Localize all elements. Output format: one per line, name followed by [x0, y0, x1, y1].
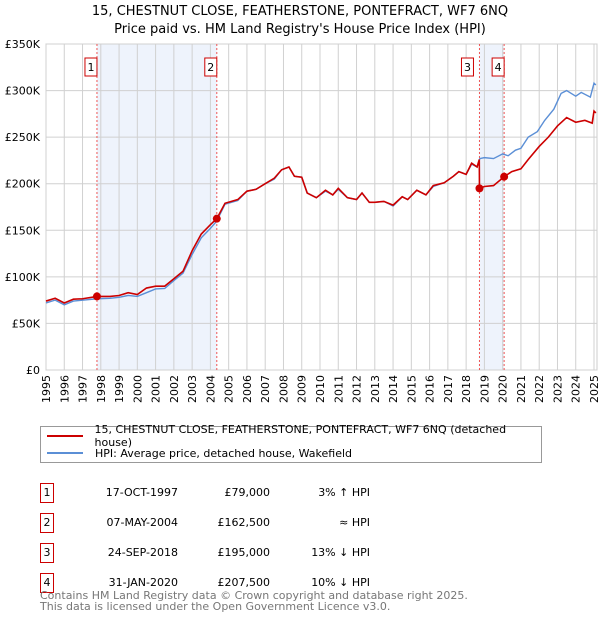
x-tick-label: 2004	[204, 375, 217, 403]
sale-badge	[204, 57, 218, 77]
x-tick-label: 1999	[113, 375, 126, 403]
sale-price: £162,500	[217, 516, 271, 529]
y-tick-label: £250K	[5, 131, 41, 144]
sale-hpi-diff: ≈ HPI	[339, 516, 370, 529]
sale-row: 1 17-OCT-1997 £79,000 3% ↑ HPI	[40, 483, 600, 503]
sale-date: 24-SEP-2018	[107, 546, 178, 559]
x-tick-label: 2024	[570, 375, 583, 403]
legend: 15, CHESTNUT CLOSE, FEATHERSTONE, PONTEF…	[40, 423, 542, 463]
x-tick-label: 2025	[588, 375, 600, 403]
x-tick-label: 2007	[259, 375, 272, 403]
sale-row: 3 24-SEP-2018 £195,000 13% ↓ HPI	[40, 543, 600, 563]
sale-point	[500, 172, 509, 181]
footer-line-1: Contains HM Land Registry data © Crown c…	[40, 589, 468, 602]
sale-row: 2 07-MAY-2004 £162,500 ≈ HPI	[40, 513, 600, 533]
x-tick-label: 2014	[387, 375, 400, 403]
sale-point	[475, 184, 484, 193]
x-tick-label: 2009	[296, 375, 309, 403]
x-tick-label: 2019	[478, 375, 491, 403]
x-tick-label: 2018	[460, 375, 473, 403]
legend-swatch-hpi	[47, 452, 83, 454]
price-chart: 1995 1996 1997 1998 1999 2000 2001 2002 2003 2004…	[5, 38, 600, 403]
x-tick-label: 2008	[277, 375, 290, 403]
x-tick-label: 1996	[58, 375, 71, 403]
sale-price: £79,000	[224, 486, 271, 499]
sale-number-badge: 2	[40, 513, 54, 533]
footer: Contains HM Land Registry data © Crown c…	[40, 590, 468, 612]
x-tick-label: 2016	[424, 375, 437, 403]
sale-badge	[491, 57, 505, 77]
sale-point	[92, 292, 101, 301]
x-tick-label: 2011	[332, 375, 345, 403]
shaded-period	[96, 44, 217, 370]
footer-line-2: This data is licensed under the Open Gov…	[40, 600, 391, 613]
x-tick-label: 2002	[168, 375, 181, 403]
sale-badge-number: 3	[464, 61, 471, 74]
x-tick-label: 2015	[405, 375, 418, 403]
shaded-period	[479, 44, 505, 370]
y-tick-label: £300K	[5, 85, 41, 98]
sale-hpi-diff: 3% ↑ HPI	[318, 486, 370, 499]
property-price-line	[45, 109, 597, 304]
x-tick-label: 2017	[442, 375, 455, 403]
sale-badge	[460, 57, 474, 77]
legend-item-hpi: HPI: Average price, detached house, Wake…	[47, 445, 352, 461]
x-tick-label: 1995	[40, 375, 53, 403]
x-tick-label: 2001	[150, 375, 163, 403]
sale-date: 31-JAN-2020	[108, 576, 178, 589]
x-tick-label: 2012	[351, 375, 364, 403]
x-tick-label: 2005	[223, 375, 236, 403]
chart-subtitle: Price paid vs. HM Land Registry's House …	[114, 22, 486, 37]
x-tick-label: 2022	[533, 375, 546, 403]
x-tick-label: 2003	[186, 375, 199, 403]
sale-hpi-diff: 10% ↓ HPI	[311, 576, 370, 589]
x-tick-label: 1998	[95, 375, 108, 403]
legend-swatch-property	[47, 435, 83, 437]
y-tick-label: £150K	[5, 224, 41, 237]
sale-badge-number: 4	[495, 61, 502, 74]
sale-price: £207,500	[217, 576, 271, 589]
x-tick-label: 2020	[497, 375, 510, 403]
sale-point	[212, 214, 221, 223]
sale-number-badge: 4	[40, 573, 54, 593]
sale-row: 4 31-JAN-2020 £207,500 10% ↓ HPI	[40, 573, 600, 593]
sale-date: 07-MAY-2004	[106, 516, 178, 529]
legend-label-property: 15, CHESTNUT CLOSE, FEATHERSTONE, PONTEF…	[94, 423, 507, 449]
x-tick-label: 2010	[314, 375, 327, 403]
sale-hpi-diff: 13% ↓ HPI	[311, 546, 370, 559]
sale-badge-number: 1	[87, 61, 94, 74]
y-tick-label: £50K	[12, 317, 41, 330]
legend-label-hpi: HPI: Average price, detached house, Wake…	[95, 446, 353, 460]
x-tick-label: 2023	[551, 375, 564, 403]
sale-price: £195,000	[217, 546, 271, 559]
chart-title: 15, CHESTNUT CLOSE, FEATHERSTONE, PONTEF…	[91, 4, 509, 19]
y-tick-label: £350K	[5, 38, 41, 51]
x-tick-label: 2013	[369, 375, 382, 403]
sale-number-badge: 3	[40, 543, 54, 563]
sale-date: 17-OCT-1997	[105, 486, 178, 499]
x-tick-label: 2006	[241, 375, 254, 403]
y-tick-label: £0	[26, 364, 40, 377]
x-tick-label: 2000	[131, 375, 144, 403]
y-tick-label: £200K	[5, 178, 41, 191]
y-tick-label: £100K	[5, 271, 41, 284]
sale-badge	[84, 57, 98, 77]
x-tick-label: 2021	[515, 375, 528, 403]
sale-badge-number: 2	[207, 61, 214, 74]
sale-number-badge: 1	[40, 483, 54, 503]
x-tick-label: 1997	[77, 375, 90, 403]
legend-item-property: 15, CHESTNUT CLOSE, FEATHERSTONE, PONTEF…	[47, 423, 541, 449]
